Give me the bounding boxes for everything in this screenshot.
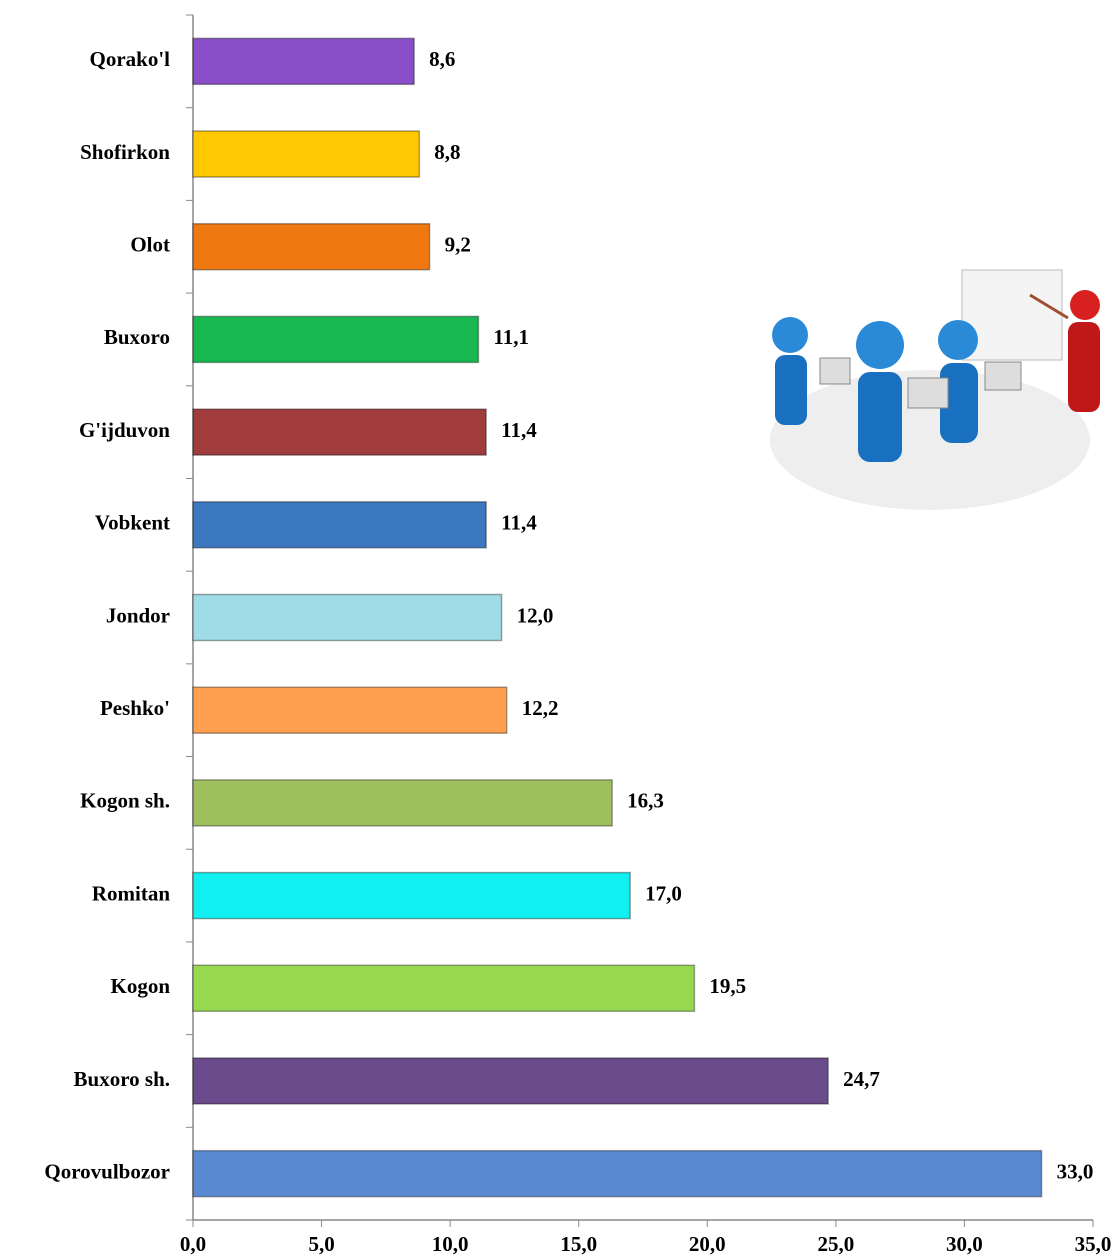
y-tick-label: Kogon xyxy=(110,974,170,998)
bar xyxy=(192,130,421,178)
bar xyxy=(192,779,613,827)
y-tick-label: Buxoro sh. xyxy=(74,1067,170,1091)
x-tick-label: 30,0 xyxy=(946,1232,983,1256)
y-tick-label: Qorako'l xyxy=(89,47,170,71)
bar xyxy=(192,222,431,271)
student-body xyxy=(775,355,807,425)
value-label: 8,6 xyxy=(429,47,455,71)
value-label: 24,7 xyxy=(843,1067,880,1091)
bar xyxy=(192,408,487,456)
x-tick-label: 25,0 xyxy=(817,1232,854,1256)
bar xyxy=(192,37,415,86)
bar xyxy=(192,501,487,549)
y-tick-label: Buxoro xyxy=(104,325,170,349)
student-head xyxy=(772,317,808,353)
student-head xyxy=(938,320,978,360)
value-label: 33,0 xyxy=(1057,1159,1094,1183)
x-tick-label: 15,0 xyxy=(560,1232,597,1256)
y-tick-label: Olot xyxy=(130,233,170,257)
value-label: 11,4 xyxy=(501,511,537,535)
y-tick-label: G'ijduvon xyxy=(79,418,170,442)
bar xyxy=(192,964,696,1013)
pointer xyxy=(1029,293,1069,320)
y-tick-label: Kogon sh. xyxy=(80,789,170,813)
bar xyxy=(192,1149,1043,1198)
laptop xyxy=(819,357,851,385)
teacher-head xyxy=(1070,290,1100,320)
y-tick-label: Qorovulbozor xyxy=(44,1159,170,1183)
bar xyxy=(192,686,508,734)
value-label: 12,2 xyxy=(522,696,559,720)
student-head xyxy=(856,321,904,369)
bar xyxy=(192,315,480,364)
bar xyxy=(192,1057,829,1105)
y-tick-label: Jondor xyxy=(106,603,170,627)
value-label: 11,1 xyxy=(493,325,529,349)
laptop xyxy=(907,377,949,409)
y-tick-label: Vobkent xyxy=(95,511,170,535)
x-tick-label: 35,0 xyxy=(1075,1232,1112,1256)
value-label: 19,5 xyxy=(709,974,746,998)
student-body xyxy=(940,363,978,443)
y-tick-label: Romitan xyxy=(92,881,170,905)
classroom-illustration xyxy=(770,269,1100,510)
bar xyxy=(192,871,631,920)
illustration-shadow xyxy=(770,370,1090,510)
student-body xyxy=(858,372,902,462)
x-tick-label: 20,0 xyxy=(689,1232,726,1256)
laptop xyxy=(984,361,1022,391)
value-label: 16,3 xyxy=(627,789,664,813)
x-tick-label: 5,0 xyxy=(308,1232,334,1256)
value-label: 12,0 xyxy=(517,603,554,627)
value-label: 17,0 xyxy=(645,881,682,905)
value-label: 8,8 xyxy=(434,140,460,164)
teacher-body xyxy=(1068,322,1100,412)
x-tick-label: 10,0 xyxy=(432,1232,469,1256)
bar xyxy=(192,593,503,642)
y-tick-label: Peshko' xyxy=(100,696,170,720)
value-label: 11,4 xyxy=(501,418,537,442)
x-tick-label: 0,0 xyxy=(180,1232,206,1256)
whiteboard xyxy=(961,269,1063,361)
value-label: 9,2 xyxy=(445,233,471,257)
y-tick-label: Shofirkon xyxy=(80,140,170,164)
